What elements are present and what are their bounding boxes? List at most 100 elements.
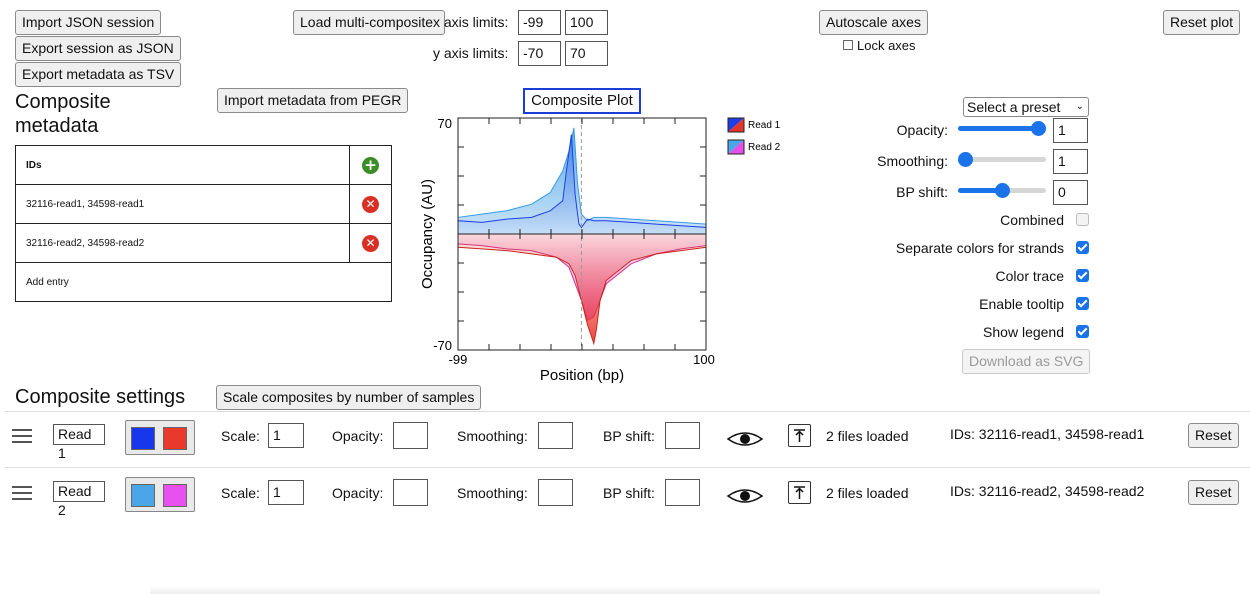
lock-axes-checkbox[interactable] bbox=[843, 40, 853, 50]
smoothing-label: Smoothing: bbox=[457, 428, 528, 444]
opacity-label: Opacity: bbox=[332, 428, 384, 444]
smoothing-label: Smoothing: bbox=[877, 153, 948, 169]
export-metadata-tsv-button[interactable]: Export metadata as TSV bbox=[15, 62, 182, 87]
bp-shift-label: BP shift: bbox=[603, 428, 655, 444]
primary-color-swatch[interactable] bbox=[131, 484, 155, 507]
separate-colors-label: Separate colors for strands bbox=[895, 240, 1064, 256]
import-json-session-button[interactable]: Import JSON session bbox=[15, 10, 162, 35]
primary-color-swatch[interactable] bbox=[131, 427, 155, 450]
load-multi-composite-button[interactable]: Load multi-composite bbox=[293, 10, 445, 35]
export-session-json-button[interactable]: Export session as JSON bbox=[15, 36, 181, 61]
legend-read2-label: Read 2 bbox=[748, 142, 781, 153]
x-min-input[interactable]: -99 bbox=[518, 10, 561, 35]
read1-forward-area bbox=[457, 134, 707, 235]
composite-name-input[interactable]: Read 1 bbox=[53, 424, 105, 461]
upload-icon[interactable] bbox=[788, 424, 811, 447]
bottom-scroll-shadow bbox=[150, 586, 1100, 594]
reset-composite-button[interactable]: Reset bbox=[1188, 423, 1239, 448]
legend-read2-swatch-secondary bbox=[728, 140, 744, 154]
remove-row-button[interactable]: ✕ bbox=[349, 223, 392, 263]
legend-read1-swatch bbox=[727, 117, 745, 133]
y-axis-limits-label: y axis limits: bbox=[433, 45, 509, 61]
close-icon: ✕ bbox=[362, 234, 379, 252]
drag-handle-icon[interactable] bbox=[12, 429, 32, 447]
scale-label: Scale: bbox=[221, 428, 260, 444]
opacity-label: Opacity: bbox=[332, 485, 384, 501]
reset-composite-button[interactable]: Reset bbox=[1188, 480, 1239, 505]
x-axis-limits-label: x axis limits: bbox=[433, 14, 509, 30]
y-axis-label: Occupancy (AU) bbox=[419, 179, 436, 289]
metadata-row-ids[interactable]: 32116-read1, 34598-read1 bbox=[15, 184, 350, 224]
eye-icon[interactable] bbox=[726, 430, 764, 448]
color-picker-pair bbox=[125, 420, 195, 455]
upload-icon[interactable] bbox=[788, 481, 811, 504]
scale-composites-button[interactable]: Scale composites by number of samples bbox=[216, 385, 482, 410]
composite-plot[interactable]: 70 -70 -99 100 Position (bp) Occupancy (… bbox=[410, 112, 790, 390]
opacity-input[interactable] bbox=[393, 422, 428, 449]
y-min-tick-label: -70 bbox=[433, 338, 452, 353]
bp-shift-input[interactable] bbox=[665, 479, 700, 506]
x-min-tick-label: -99 bbox=[449, 352, 468, 367]
color-picker-pair bbox=[125, 477, 195, 512]
chevron-down-icon: ⌄ bbox=[1075, 101, 1084, 112]
plot-title[interactable]: Composite Plot bbox=[523, 88, 641, 114]
lock-axes-label: Lock axes bbox=[857, 38, 916, 53]
preset-select[interactable]: Select a preset ⌄ bbox=[963, 97, 1089, 117]
divider bbox=[5, 467, 1250, 468]
composite-name-input[interactable]: Read 2 bbox=[53, 481, 105, 518]
color-trace-checkbox[interactable] bbox=[1076, 269, 1089, 282]
legend-read2-swatch bbox=[727, 139, 745, 155]
axis-ticks bbox=[457, 117, 707, 351]
x-max-input[interactable]: 100 bbox=[565, 10, 608, 35]
show-legend-checkbox[interactable] bbox=[1076, 325, 1089, 338]
legend-read1-swatch-secondary bbox=[728, 118, 744, 132]
table-row: 32116-read1, 34598-read1 ✕ bbox=[15, 184, 392, 224]
secondary-color-swatch[interactable] bbox=[163, 427, 187, 450]
divider bbox=[5, 411, 1250, 412]
combined-checkbox[interactable] bbox=[1076, 213, 1089, 226]
x-axis-label: Position (bp) bbox=[540, 367, 624, 384]
bp-shift-input[interactable] bbox=[665, 422, 700, 449]
scale-label: Scale: bbox=[221, 485, 260, 501]
eye-icon[interactable] bbox=[726, 487, 764, 505]
ids-header: IDs bbox=[15, 145, 350, 185]
opacity-slider[interactable] bbox=[958, 121, 1046, 136]
smoothing-input[interactable] bbox=[538, 479, 573, 506]
composite-ids-text: IDs: 32116-read1, 34598-read1 bbox=[950, 426, 1145, 442]
composite-ids-text: IDs: 32116-read2, 34598-read2 bbox=[950, 483, 1145, 499]
enable-tooltip-label: Enable tooltip bbox=[979, 296, 1064, 312]
remove-row-button[interactable]: ✕ bbox=[349, 184, 392, 224]
x-max-tick-label: 100 bbox=[693, 352, 715, 367]
smoothing-input[interactable] bbox=[538, 422, 573, 449]
scale-input[interactable]: 1 bbox=[268, 423, 304, 448]
files-loaded-status: 2 files loaded bbox=[826, 485, 909, 501]
composite-settings-heading: Composite settings bbox=[15, 386, 186, 408]
add-column-button[interactable]: + bbox=[349, 145, 392, 185]
y-max-input[interactable]: 70 bbox=[565, 41, 608, 66]
add-entry-cell[interactable]: Add entry bbox=[15, 262, 392, 302]
y-min-input[interactable]: -70 bbox=[518, 41, 561, 66]
files-loaded-status: 2 files loaded bbox=[826, 428, 909, 444]
enable-tooltip-checkbox[interactable] bbox=[1076, 297, 1089, 310]
close-icon: ✕ bbox=[362, 195, 379, 213]
import-metadata-pegr-button[interactable]: Import metadata from PEGR bbox=[217, 88, 409, 113]
download-svg-button[interactable]: Download as SVG bbox=[962, 349, 1091, 374]
smoothing-input[interactable]: 1 bbox=[1053, 149, 1088, 174]
opacity-input[interactable]: 1 bbox=[1053, 118, 1088, 143]
separate-colors-checkbox[interactable] bbox=[1076, 241, 1089, 254]
secondary-color-swatch[interactable] bbox=[163, 484, 187, 507]
autoscale-axes-button[interactable]: Autoscale axes bbox=[819, 10, 928, 35]
reset-plot-button[interactable]: Reset plot bbox=[1163, 10, 1241, 35]
read1-reverse-area bbox=[457, 233, 707, 346]
smoothing-slider[interactable] bbox=[958, 152, 1046, 167]
metadata-row-ids[interactable]: 32116-read2, 34598-read2 bbox=[15, 223, 350, 263]
combined-label: Combined bbox=[1000, 212, 1064, 228]
opacity-label: Opacity: bbox=[896, 122, 948, 138]
smoothing-label: Smoothing: bbox=[457, 485, 528, 501]
bp-shift-input[interactable]: 0 bbox=[1053, 180, 1088, 205]
drag-handle-icon[interactable] bbox=[12, 486, 32, 504]
scale-input[interactable]: 1 bbox=[268, 480, 304, 505]
bp-shift-slider[interactable] bbox=[958, 183, 1046, 198]
opacity-input[interactable] bbox=[393, 479, 428, 506]
legend-read1-label: Read 1 bbox=[748, 120, 781, 131]
